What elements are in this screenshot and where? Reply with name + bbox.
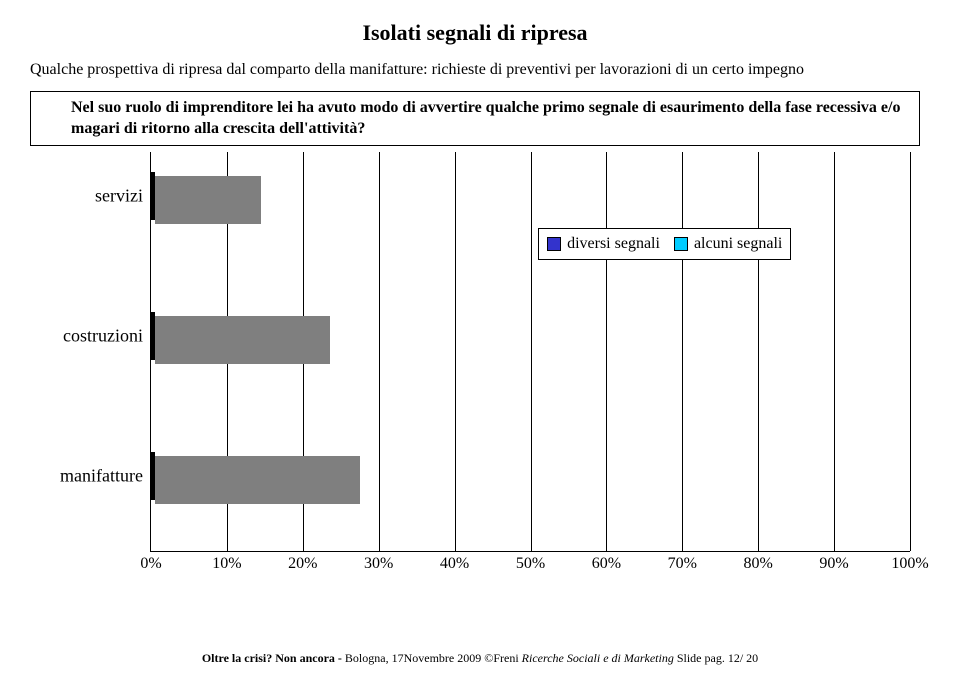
legend: diversi segnali alcuni segnali bbox=[538, 228, 791, 260]
subtitle-text: Qualche prospettiva di ripresa dal compa… bbox=[30, 60, 920, 81]
gridline bbox=[910, 152, 911, 551]
legend-label: diversi segnali bbox=[567, 235, 660, 253]
bar-stack bbox=[151, 312, 326, 360]
footer-left: Oltre la crisi? Non ancora - bbox=[202, 651, 345, 665]
x-tick-label: 20% bbox=[288, 551, 317, 573]
x-tick-label: 60% bbox=[592, 551, 621, 573]
x-tick-label: 0% bbox=[140, 551, 161, 573]
legend-item: diversi segnali bbox=[547, 235, 660, 253]
x-tick-label: 10% bbox=[212, 551, 241, 573]
x-tick-label: 100% bbox=[891, 551, 928, 573]
bar-segments bbox=[151, 312, 155, 360]
category-label: manifatture bbox=[60, 465, 151, 486]
bar-segment bbox=[153, 312, 155, 360]
category-label: servizi bbox=[95, 186, 151, 207]
legend-swatch bbox=[674, 237, 688, 251]
table-row: servizi bbox=[151, 166, 910, 226]
footer-page: 12/ 20 bbox=[728, 651, 758, 665]
bar-shadow bbox=[155, 176, 261, 224]
footer-em: Ricerche Sociali e di Marketing bbox=[522, 651, 677, 665]
question-box: Nel suo ruolo di imprenditore lei ha avu… bbox=[30, 91, 920, 147]
bar-segment bbox=[153, 452, 155, 500]
bar-shadow bbox=[155, 456, 360, 504]
bar-stack bbox=[151, 172, 257, 220]
x-tick-label: 80% bbox=[744, 551, 773, 573]
x-tick-label: 50% bbox=[516, 551, 545, 573]
x-tick-label: 70% bbox=[668, 551, 697, 573]
footer-mid: Bologna, 17Novembre 2009 ©Freni bbox=[345, 651, 519, 665]
footer-right: Slide pag. bbox=[677, 651, 728, 665]
legend-swatch bbox=[547, 237, 561, 251]
bar-stack bbox=[151, 452, 356, 500]
bar-segments bbox=[151, 452, 155, 500]
category-label: costruzioni bbox=[63, 325, 151, 346]
footer: Oltre la crisi? Non ancora - Bologna, 17… bbox=[0, 651, 960, 666]
x-tick-label: 90% bbox=[819, 551, 848, 573]
x-tick-label: 30% bbox=[364, 551, 393, 573]
table-row: costruzioni bbox=[151, 306, 910, 366]
page-title: Isolati segnali di ripresa bbox=[30, 20, 920, 46]
legend-label: alcuni segnali bbox=[694, 235, 782, 253]
legend-item: alcuni segnali bbox=[674, 235, 782, 253]
bar-segments bbox=[151, 172, 155, 220]
x-tick-label: 40% bbox=[440, 551, 469, 573]
bar-chart: 0%10%20%30%40%50%60%70%80%90%100%servizi… bbox=[30, 152, 920, 552]
bar-shadow bbox=[155, 316, 330, 364]
table-row: manifatture bbox=[151, 446, 910, 506]
bar-segment bbox=[153, 172, 155, 220]
